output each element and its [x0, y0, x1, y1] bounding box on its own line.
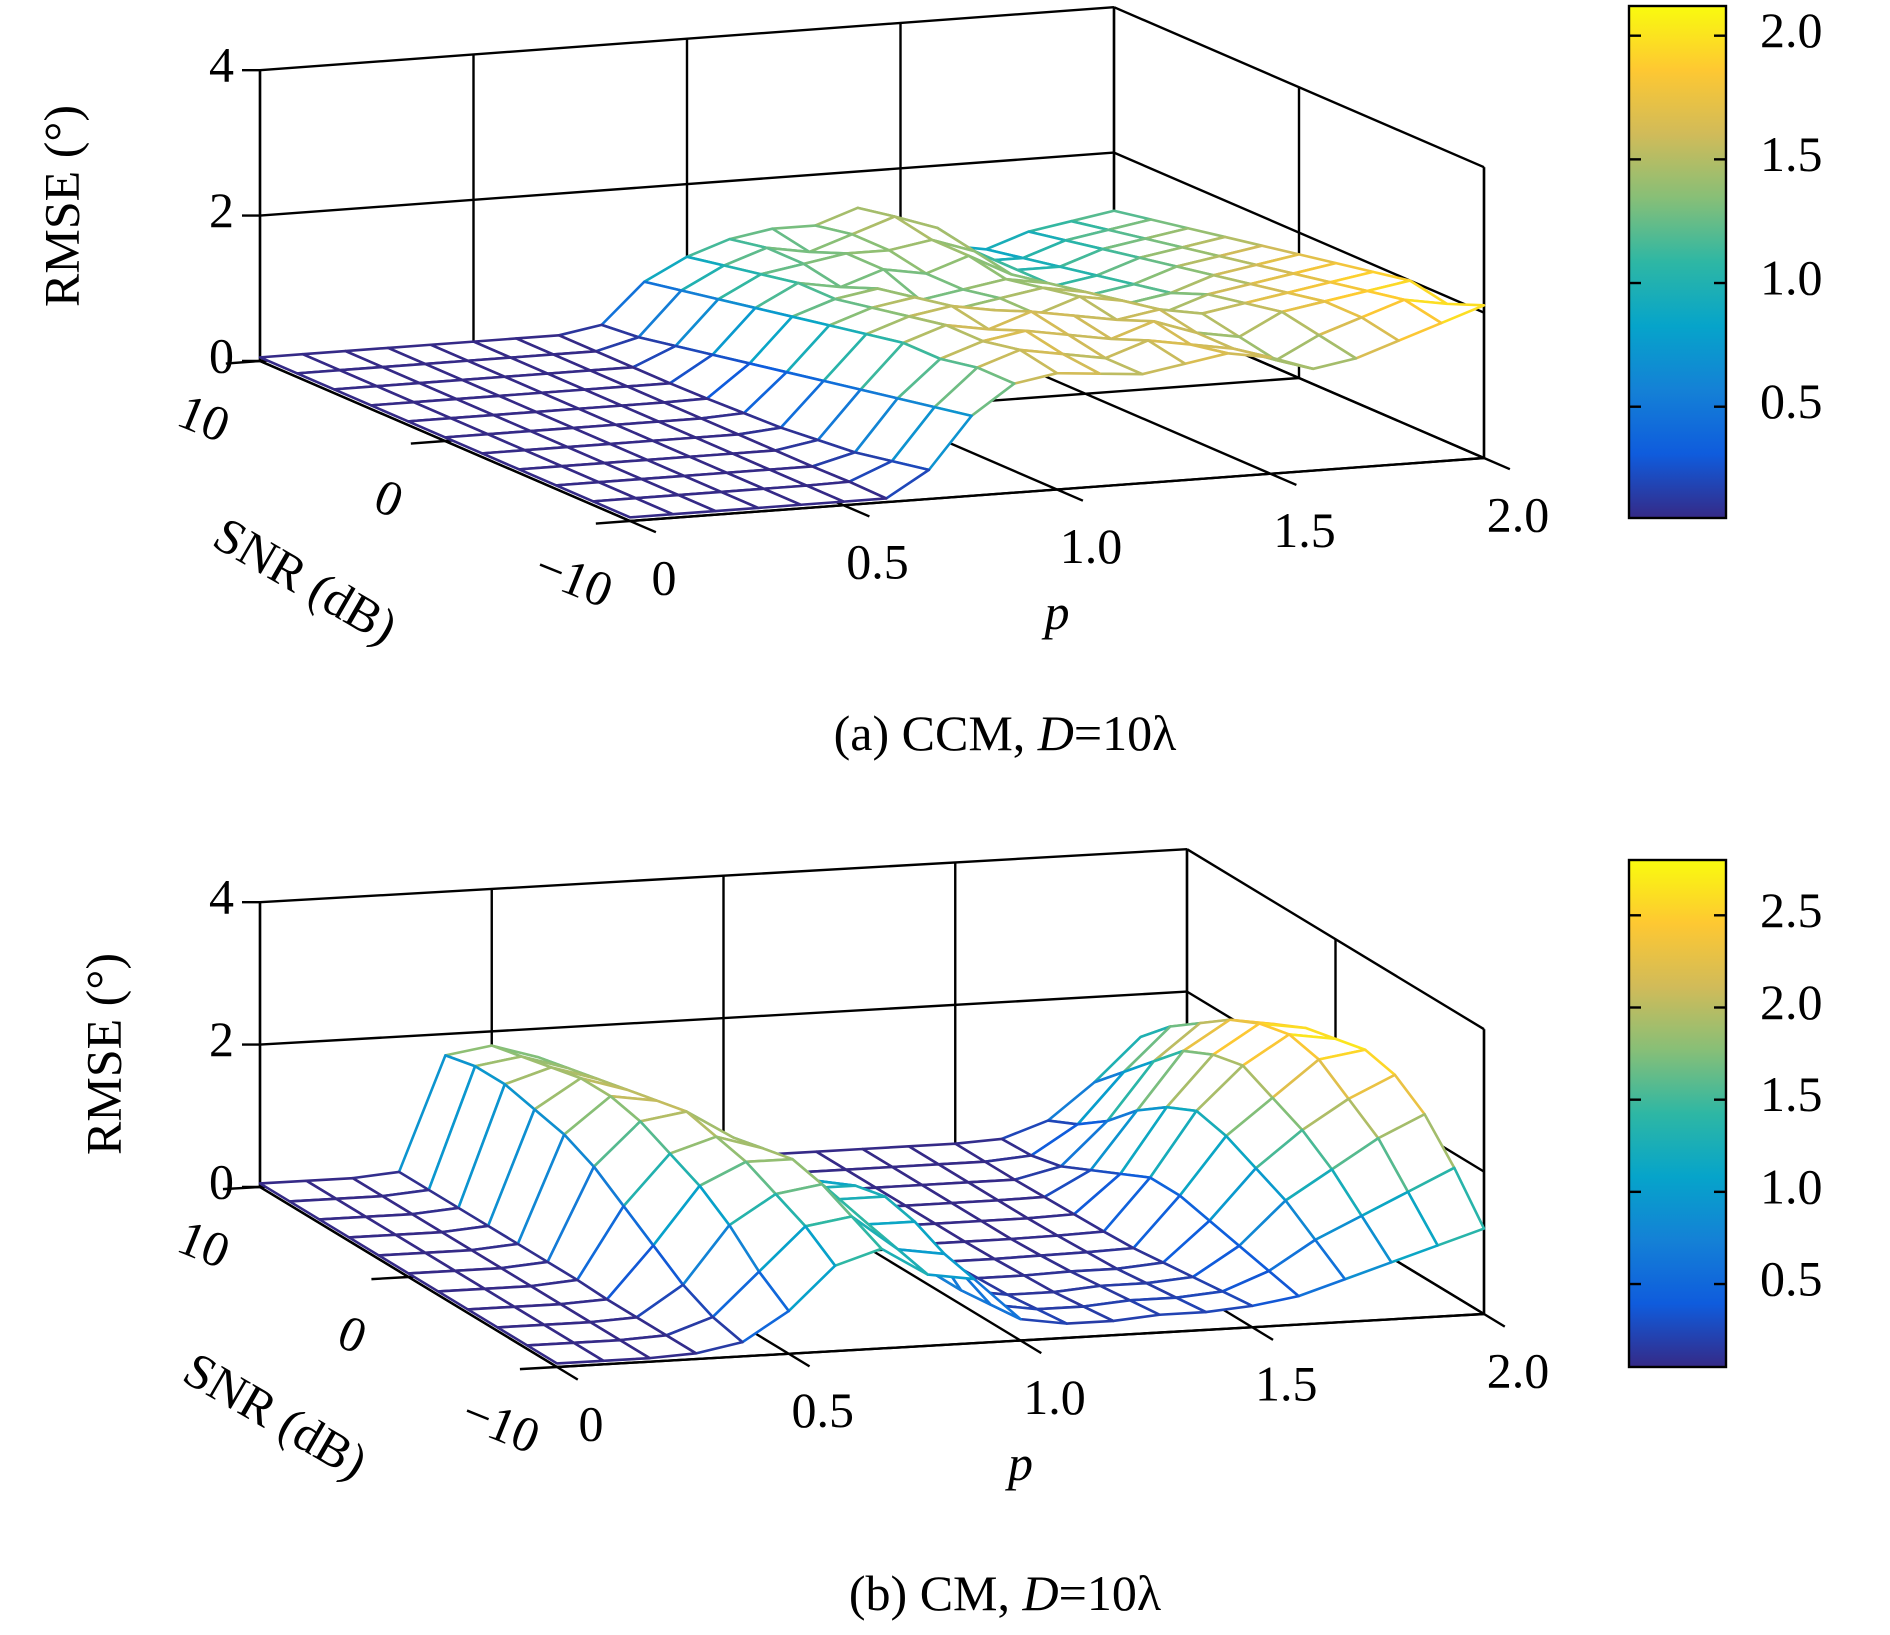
- grid-line: [259, 848, 1188, 904]
- axis-line: [629, 456, 1485, 523]
- tick-mark: [410, 439, 446, 445]
- z-tick-label: 2: [209, 1011, 234, 1067]
- tick-mark: [843, 504, 870, 518]
- grid-line: [1113, 6, 1485, 169]
- axis-line: [556, 1312, 1485, 1369]
- colorbar-tick-label: 1.5: [1760, 126, 1823, 182]
- caption-part: D: [1022, 1565, 1059, 1621]
- x-tick-label: 0.5: [846, 534, 909, 590]
- colorbar: [1627, 858, 1728, 1369]
- y-tick-label: 10: [170, 383, 237, 454]
- x-tick-label: 0: [579, 1395, 604, 1451]
- tick-mark: [1483, 1312, 1506, 1328]
- tick-mark: [1019, 1339, 1042, 1355]
- tick-mark: [1056, 488, 1084, 502]
- y-tick-label: 0: [367, 467, 411, 528]
- tick-mark: [595, 519, 631, 525]
- z-axis-label: RMSE (°): [33, 105, 89, 307]
- y-tick-label: 0: [330, 1303, 374, 1364]
- caption-part: =10λ: [1059, 1565, 1161, 1621]
- caption-part: D: [1037, 705, 1074, 761]
- tick-mark: [519, 1365, 558, 1371]
- x-tick-label: 2.0: [1487, 486, 1550, 542]
- tick-mark: [629, 519, 657, 534]
- colorbar-tick-label: 1.5: [1760, 1066, 1823, 1122]
- z-tick-label: 0: [209, 327, 234, 383]
- x-axis-label: p: [1042, 584, 1070, 640]
- surface-cell: [591, 496, 675, 519]
- y-axis-label: SNR (dB): [205, 506, 407, 655]
- caption: (b) CM, D=10λ: [849, 1565, 1161, 1621]
- grid-line: [259, 6, 1115, 72]
- caption-part: =10λ: [1074, 705, 1176, 761]
- caption-part: (a) CCM,: [834, 705, 1038, 761]
- colorbar-tick-label: 2.0: [1760, 974, 1823, 1030]
- colorbar-tick-label: 2.5: [1760, 882, 1823, 938]
- tick-mark: [556, 1365, 579, 1381]
- grid-line: [1113, 151, 1485, 314]
- tick-mark: [788, 1352, 811, 1368]
- x-tick-label: 1.0: [1060, 518, 1123, 574]
- colorbar: [1627, 4, 1728, 520]
- z-tick-label: 4: [209, 869, 234, 925]
- x-tick-label: 1.5: [1273, 502, 1336, 558]
- caption-part: (b) CM,: [849, 1565, 1023, 1621]
- colorbar-tick-label: 1.0: [1760, 1158, 1823, 1214]
- x-tick-label: 0: [652, 549, 677, 605]
- y-axis-label: SNR (dB): [175, 1341, 377, 1490]
- colorbar-tick-label: 1.0: [1760, 249, 1823, 305]
- x-axis-label: p: [1005, 1435, 1033, 1491]
- axis-line: [259, 1185, 558, 1369]
- tick-mark: [1251, 1326, 1274, 1341]
- grid-line: [259, 990, 1188, 1046]
- colorbar-tick-label: 0.5: [1760, 373, 1823, 429]
- surface-cell: [525, 1341, 605, 1365]
- caption: (a) CCM, D=10λ: [834, 705, 1177, 761]
- tick-mark: [1483, 456, 1511, 471]
- y-tick-label: −10: [527, 537, 620, 618]
- z-tick-label: 0: [209, 1153, 234, 1209]
- z-tick-label: 2: [209, 182, 234, 238]
- y-tick-label: −10: [454, 1383, 547, 1464]
- tick-mark: [371, 1275, 409, 1281]
- x-tick-label: 1.5: [1255, 1356, 1318, 1412]
- grid-line: [1186, 848, 1485, 1031]
- colorbar-tick-label: 2.0: [1760, 2, 1823, 58]
- z-axis-label: RMSE (°): [75, 953, 131, 1155]
- x-tick-label: 0.5: [792, 1382, 855, 1438]
- x-tick-label: 2.0: [1487, 1342, 1550, 1398]
- z-tick-label: 4: [209, 37, 234, 93]
- colorbar-tick-label: 0.5: [1760, 1251, 1823, 1307]
- y-tick-label: 10: [170, 1209, 237, 1280]
- grid-line: [259, 151, 1115, 217]
- x-tick-label: 1.0: [1023, 1369, 1086, 1425]
- tick-mark: [1270, 472, 1297, 487]
- axis-line: [259, 359, 631, 523]
